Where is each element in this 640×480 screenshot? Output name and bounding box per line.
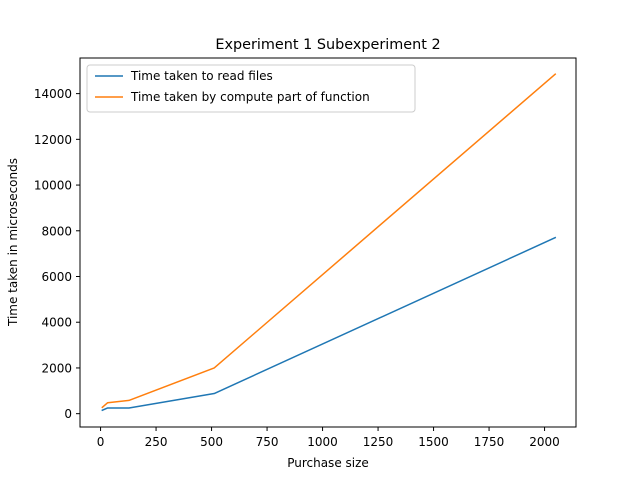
y-tick-label: 14000 — [34, 87, 72, 101]
x-tick-label: 1500 — [418, 435, 449, 449]
series-line-1 — [101, 73, 557, 409]
x-tick-label: 1250 — [363, 435, 394, 449]
x-tick-label: 2000 — [529, 435, 560, 449]
plot-frame — [79, 57, 577, 428]
legend-box — [86, 64, 416, 113]
x-tick-label: 0 — [97, 435, 105, 449]
x-axis-label: Purchase size — [287, 456, 369, 470]
x-tick-label: 750 — [256, 435, 279, 449]
x-axis: 0 250 500 750 1000 1250 1500 1750 2000 — [97, 427, 560, 449]
y-axis: 0 2000 4000 6000 8000 10000 12000 14000 — [34, 87, 80, 421]
y-axis-label: Time taken in microseconds — [6, 158, 20, 327]
x-tick-label: 1000 — [307, 435, 338, 449]
y-tick-label: 6000 — [41, 270, 72, 284]
y-tick-label: 12000 — [34, 133, 72, 147]
y-tick-label: 4000 — [41, 316, 72, 330]
legend: Time taken to read files Time taken by c… — [86, 64, 416, 113]
x-tick-label: 250 — [145, 435, 168, 449]
y-tick-label: 2000 — [41, 361, 72, 375]
y-tick-label: 10000 — [34, 179, 72, 193]
y-tick-label: 8000 — [41, 224, 72, 238]
series-line-0 — [101, 236, 557, 412]
x-tick-label: 500 — [200, 435, 223, 449]
legend-label-read-files: Time taken to read files — [130, 69, 273, 83]
legend-label-compute: Time taken by compute part of function — [130, 90, 370, 104]
chart-title: Experiment 1 Subexperiment 2 — [215, 37, 440, 53]
series-layer — [101, 73, 557, 412]
x-tick-label: 1750 — [474, 435, 505, 449]
y-tick-label: 0 — [64, 407, 72, 421]
